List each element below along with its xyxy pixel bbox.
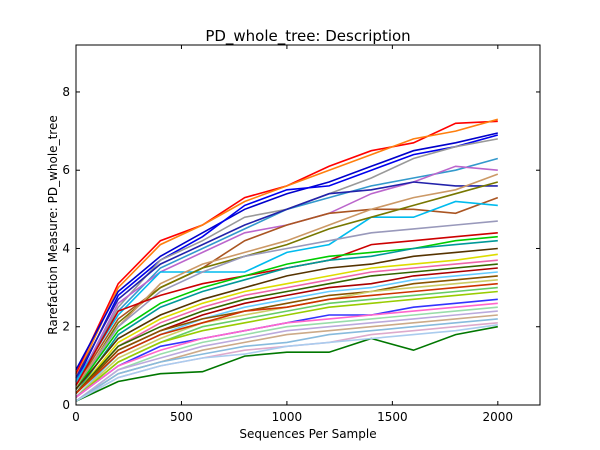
series-line-22 — [75, 275, 498, 394]
series-line-14 — [75, 235, 498, 390]
x-tick-label-1: 500 — [170, 410, 193, 424]
series-line-34 — [75, 325, 498, 402]
series-line-17 — [75, 253, 498, 394]
series-line-12 — [75, 220, 498, 390]
series-line-32 — [75, 318, 498, 402]
series-line-26 — [75, 290, 498, 398]
series-line-15 — [75, 239, 498, 394]
series-line-16 — [75, 247, 498, 390]
x-tick-label-4: 2000 — [483, 410, 514, 424]
series-line-2 — [75, 132, 498, 371]
series-line-30 — [75, 310, 498, 402]
x-axis-label: Sequences Per Sample — [239, 427, 376, 441]
series-line-1 — [75, 118, 499, 378]
y-tick-label-2: 4 — [62, 241, 70, 255]
series-line-28 — [75, 302, 498, 398]
series-line-11 — [75, 173, 499, 386]
x-tick-label-0: 0 — [72, 410, 80, 424]
series-line-3 — [75, 134, 499, 382]
x-tick-label-2: 1000 — [272, 410, 303, 424]
y-tick-label-1: 2 — [62, 320, 70, 334]
series-line-24 — [75, 282, 498, 394]
plot-border — [75, 44, 541, 406]
series-line-35 — [75, 324, 498, 402]
axes-layer: 0 500 1000 1500 2000 0 2 4 6 8 — [62, 45, 540, 424]
series-line-7 — [75, 181, 498, 378]
chart-title: PD_whole_tree: Description — [205, 27, 410, 46]
series-layer — [75, 118, 499, 402]
series-line-19 — [75, 263, 498, 394]
x-tick-label-3: 1500 — [377, 410, 408, 424]
y-axis-label: Rarefaction Measure: PD_whole_tree — [46, 115, 60, 334]
y-tick-label-0: 0 — [62, 398, 70, 412]
series-line-18 — [75, 259, 498, 394]
series-line-10 — [75, 181, 499, 390]
series-line-9 — [75, 200, 498, 382]
y-tick-label-3: 6 — [62, 163, 70, 177]
y-tick-label-4: 8 — [62, 85, 70, 99]
series-line-29 — [75, 306, 498, 402]
plot-frame — [76, 45, 540, 405]
